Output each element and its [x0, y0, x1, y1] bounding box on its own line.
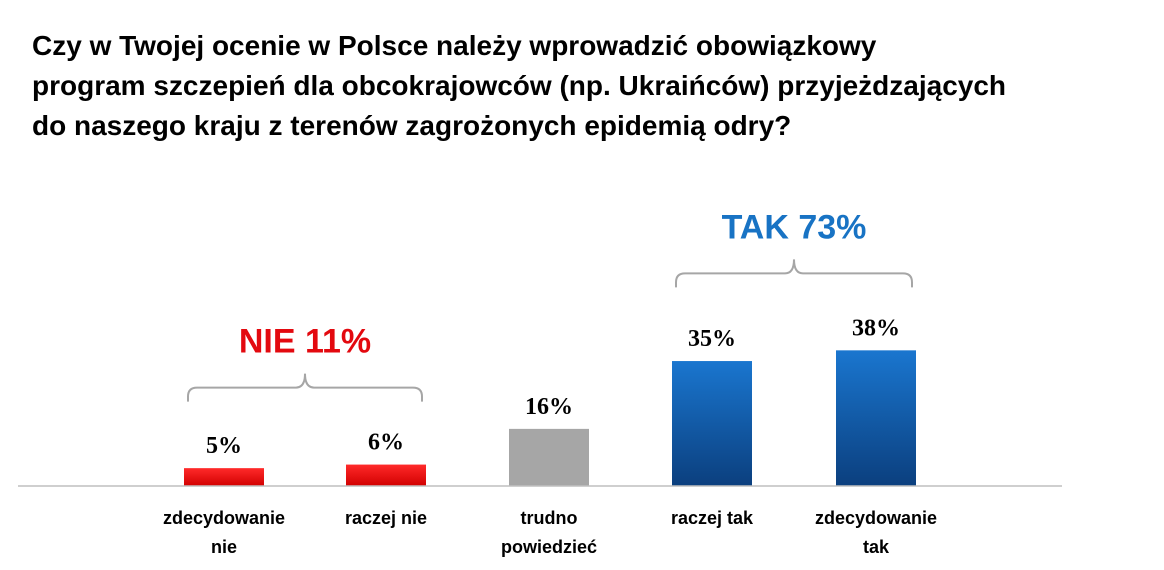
- category-label-line: zdecydowanie: [815, 508, 937, 528]
- value-label: 38%: [852, 315, 900, 341]
- group-brace-0: [187, 373, 423, 402]
- title-line: Czy w Twojej ocenie w Polsce należy wpro…: [32, 30, 877, 61]
- category-label: trudno powiedzieć: [501, 508, 597, 557]
- chart-title: Czy w Twojej ocenie w Polsce należy wpro…: [32, 26, 1142, 146]
- value-label: 5%: [206, 433, 242, 459]
- bar-2: [509, 428, 589, 486]
- category-label-line: powiedzieć: [501, 537, 597, 557]
- category-label: raczej tak: [671, 508, 754, 528]
- bar-4: [836, 350, 916, 486]
- category-label-line: raczej nie: [345, 508, 427, 528]
- category-label-line: trudno: [521, 508, 578, 528]
- value-label: 6%: [368, 430, 404, 456]
- category-label-line: zdecydowanie: [163, 508, 285, 528]
- bar-0: [184, 468, 264, 486]
- group-label: TAK 73%: [722, 208, 867, 246]
- category-label-line: tak: [863, 537, 890, 557]
- group-brace-1: [675, 259, 913, 288]
- category-label-line: raczej tak: [671, 508, 754, 528]
- category-label-line: nie: [211, 537, 237, 557]
- title-line: do naszego kraju z terenów zagrożonych e…: [32, 110, 792, 141]
- bar-3: [672, 361, 752, 486]
- category-label: raczej nie: [345, 508, 427, 528]
- group-label: NIE 11%: [239, 323, 371, 361]
- category-label: zdecydowanie nie: [163, 508, 285, 557]
- value-label: 16%: [525, 394, 573, 420]
- category-label: zdecydowanie tak: [815, 508, 937, 557]
- title-line: program szczepień dla obcokrajowców (np.…: [32, 70, 1007, 101]
- bar-1: [346, 464, 426, 486]
- value-label: 35%: [688, 326, 736, 352]
